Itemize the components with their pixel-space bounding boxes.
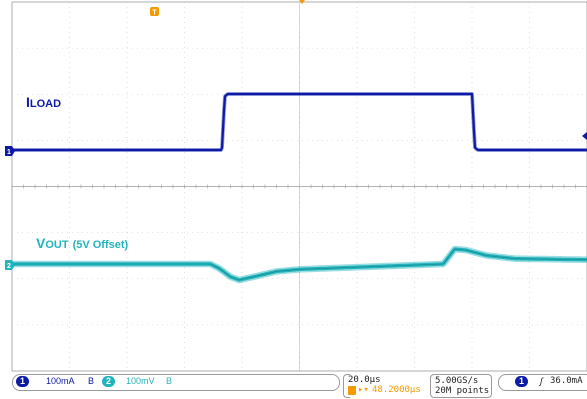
svg-text:1: 1 bbox=[7, 149, 11, 156]
ch2-bandwidth-icon: B bbox=[166, 376, 173, 386]
ch1-scale[interactable]: 100mA bbox=[46, 376, 75, 386]
trigger-edge-icon: ʃ bbox=[540, 376, 543, 386]
iload-label: ILOAD bbox=[26, 94, 61, 110]
ch1-ground-marker: 1 bbox=[5, 146, 15, 156]
ch2-scale[interactable]: 100mV bbox=[126, 376, 155, 386]
trigger-level-marker bbox=[582, 132, 587, 140]
timebase-value[interactable]: 20.0µs bbox=[348, 375, 381, 385]
channel-settings-box[interactable] bbox=[12, 374, 340, 391]
ch2-badge[interactable]: 2 bbox=[102, 376, 115, 387]
trigger-box[interactable] bbox=[498, 374, 587, 391]
trigger-source-badge[interactable]: 1 bbox=[515, 376, 528, 387]
series-core-line bbox=[12, 248, 587, 281]
sample-rate: 5.00GS/s bbox=[435, 376, 479, 386]
delay-arrow-icon: ▸▾ bbox=[358, 385, 369, 395]
graticule bbox=[11, 1, 587, 372]
trigger-position-label: T bbox=[152, 10, 157, 17]
acquisition-box[interactable]: 5.00GS/s 20M points bbox=[430, 374, 492, 398]
timebase-box[interactable]: 20.0µs ▸▾ 48.2000µs bbox=[343, 374, 423, 398]
ch2-waveform-group bbox=[9, 245, 587, 284]
trigger-level[interactable]: 36.0mA bbox=[550, 376, 583, 386]
delay-value[interactable]: 48.2000µs bbox=[372, 385, 421, 395]
ch1-bandwidth-icon: B bbox=[88, 376, 95, 386]
svg-text:2: 2 bbox=[7, 263, 11, 270]
ch1-badge[interactable]: 1 bbox=[16, 376, 29, 387]
vout-label: VOUT (5V Offset) bbox=[36, 235, 129, 251]
status-bar: 1 100mA B 2 100mV B 20.0µs ▸▾ 48.2000µs … bbox=[0, 372, 587, 399]
ch2-ground-marker: 2 bbox=[5, 260, 15, 270]
expansion-point-marker bbox=[299, 0, 305, 4]
record-length: 20M points bbox=[435, 386, 490, 396]
delay-icon bbox=[348, 386, 356, 395]
series-line-1 bbox=[11, 92, 587, 152]
trigger-position-marker: T bbox=[150, 7, 159, 17]
